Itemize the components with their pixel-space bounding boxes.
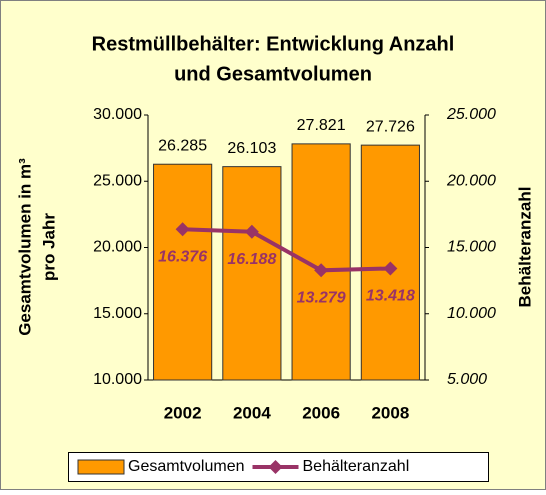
bar: [153, 163, 213, 381]
x-tick-label: 2008: [371, 403, 409, 422]
y2-tick-label: 25.000: [446, 106, 496, 123]
y-tick-label: 30.000: [93, 106, 142, 123]
line-marker: [244, 224, 259, 239]
line-value-label: 16.376: [158, 248, 207, 265]
y-tick-label: 20.000: [93, 239, 142, 256]
bar-value-label: 26.285: [158, 137, 207, 154]
y2-tick-label: 10.000: [447, 305, 496, 322]
y2-axis-label: Behälteranzahl: [515, 187, 534, 308]
bar-value-label: 26.103: [227, 140, 276, 157]
legend-label: Gesamtvolumen: [128, 458, 245, 475]
y2-tick-label: 15.000: [447, 239, 496, 256]
bar-value-label: 27.726: [366, 118, 415, 135]
legend-swatch: [77, 459, 125, 475]
line: [182, 227, 391, 273]
bar: [222, 166, 282, 381]
y2-tick-label: 5.000: [447, 371, 487, 388]
chart-title: Restmüllbehälter: Entwicklung Anzahl: [92, 33, 455, 55]
y-axis-label: Gesamtvolumen in m³: [15, 158, 34, 336]
legend-swatch-marker: [268, 460, 283, 474]
bar: [291, 143, 351, 381]
x-tick-label: 2006: [302, 403, 340, 422]
line-value-label: 13.418: [366, 288, 415, 305]
y-tick-label: 25.000: [93, 172, 142, 189]
line-value-label: 16.188: [227, 251, 276, 268]
line-marker: [314, 263, 329, 278]
y2-tick-label: 20.000: [446, 172, 496, 189]
y-tick-label: 10.000: [93, 371, 142, 388]
line-value-label: 13.279: [297, 290, 346, 307]
line-marker: [175, 222, 190, 237]
y-axis-label: pro Jahr: [39, 213, 58, 281]
x-tick-label: 2004: [233, 403, 271, 422]
line-marker: [383, 261, 398, 276]
y-tick-label: 15.000: [93, 305, 142, 322]
chart-title: und Gesamtvolumen: [174, 63, 372, 85]
bar-value-label: 27.821: [297, 117, 346, 134]
legend-label: Behälteranzahl: [303, 458, 410, 475]
x-tick-label: 2002: [164, 403, 202, 422]
